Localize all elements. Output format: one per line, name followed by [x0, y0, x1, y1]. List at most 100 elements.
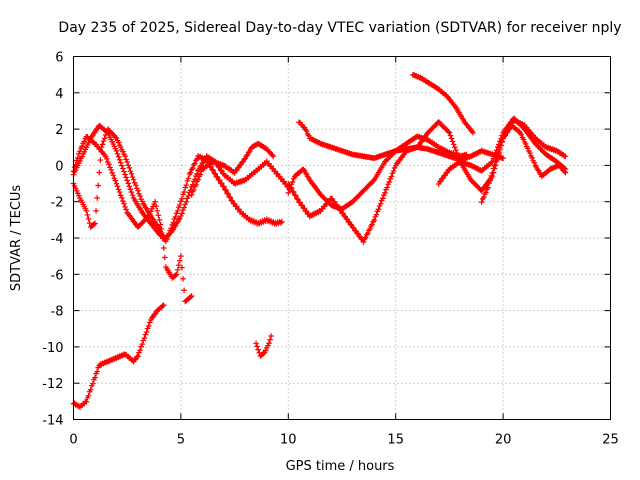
data-point: [303, 128, 310, 134]
data-point: [183, 182, 190, 188]
data-point: [494, 152, 501, 158]
data-point: [135, 353, 141, 360]
data-point: [174, 208, 181, 214]
data-point: [84, 212, 91, 218]
data-point: [449, 138, 456, 145]
data-point: [503, 130, 510, 136]
data-point: [290, 189, 297, 195]
data-point: [100, 138, 107, 144]
data-point: [128, 170, 135, 177]
data-point: [126, 165, 133, 171]
data-point: [159, 303, 166, 309]
data-point: [349, 224, 356, 231]
data-point: [450, 141, 457, 148]
data-point: [447, 132, 454, 139]
data-point: [522, 141, 529, 147]
data-point: [200, 159, 207, 165]
data-point: [134, 354, 140, 360]
data-point: [172, 272, 179, 279]
data-point: [309, 180, 315, 186]
data-point: [122, 153, 128, 159]
chart-title: Day 235 of 2025, Sidereal Day-to-day VTE…: [58, 20, 621, 36]
data-point: [122, 204, 128, 210]
data-point: [180, 275, 186, 282]
data-point: [175, 262, 182, 268]
y-tick-label: 4: [55, 87, 63, 102]
data-points: [70, 71, 569, 411]
data-point: [179, 195, 185, 202]
series-track-6: [188, 141, 277, 198]
data-point: [115, 186, 122, 193]
data-point: [110, 172, 117, 178]
y-tick-label: -2: [51, 196, 64, 211]
data-point: [85, 216, 92, 222]
data-point: [195, 167, 201, 174]
data-point: [178, 198, 184, 205]
data-point: [108, 166, 114, 173]
data-point: [380, 195, 386, 202]
data-point: [74, 155, 81, 161]
data-point: [172, 214, 179, 220]
data-point: [124, 177, 130, 184]
data-point: [305, 132, 312, 139]
data-point: [76, 151, 82, 157]
data-point: [96, 169, 103, 176]
x-tick-label: 15: [387, 433, 404, 448]
y-tick-label: -6: [51, 268, 64, 283]
data-point: [130, 176, 137, 183]
data-point: [85, 392, 92, 399]
data-point: [173, 271, 180, 278]
data-point: [125, 162, 132, 169]
data-point: [266, 340, 272, 347]
data-point: [448, 135, 455, 142]
y-tick-label: -12: [42, 377, 63, 392]
data-point: [119, 195, 125, 201]
data-point: [124, 209, 130, 216]
data-point: [483, 189, 489, 196]
data-point: [91, 221, 97, 228]
data-point: [493, 156, 500, 162]
data-point: [218, 180, 225, 187]
data-point: [288, 185, 295, 192]
data-point: [417, 139, 424, 146]
data-point: [106, 161, 112, 168]
x-tick-label: 20: [495, 433, 512, 448]
series-track-1: [70, 126, 285, 245]
data-point: [384, 184, 390, 191]
data-point: [345, 218, 352, 225]
data-point: [237, 162, 243, 168]
data-point: [103, 128, 110, 135]
data-point: [180, 191, 186, 198]
y-tick-label: -10: [42, 341, 63, 356]
data-point: [145, 213, 152, 220]
data-point: [221, 183, 227, 190]
data-point: [470, 129, 476, 136]
data-point: [132, 221, 139, 228]
data-point: [158, 226, 165, 232]
data-point: [144, 325, 151, 332]
data-point: [121, 168, 127, 175]
data-point: [127, 168, 134, 175]
data-point: [94, 368, 100, 375]
data-point: [116, 189, 123, 195]
data-point: [120, 198, 126, 204]
data-point: [83, 207, 90, 214]
data-point: [145, 323, 152, 329]
data-point: [446, 129, 453, 136]
data-point: [127, 186, 134, 193]
data-point: [155, 212, 162, 219]
data-point: [227, 194, 234, 201]
data-point: [224, 190, 230, 197]
data-point: [386, 179, 393, 185]
data-point: [311, 183, 317, 189]
data-point: [95, 182, 102, 189]
data-point: [87, 386, 94, 393]
data-point: [189, 165, 196, 171]
data-point: [390, 168, 397, 174]
data-point: [137, 347, 143, 354]
y-tick-label: -4: [51, 232, 64, 247]
data-point: [293, 192, 299, 199]
data-point: [267, 336, 273, 343]
data-point: [488, 173, 495, 179]
